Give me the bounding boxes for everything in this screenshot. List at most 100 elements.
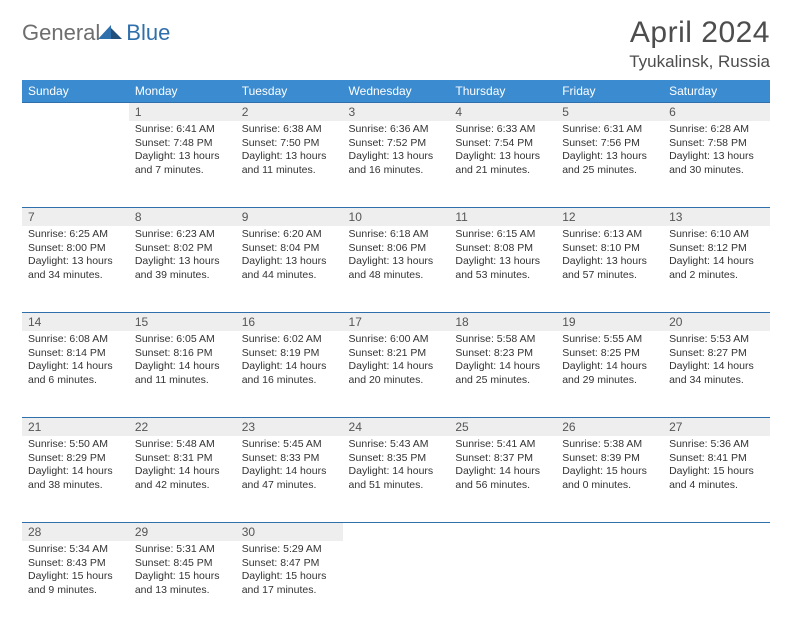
day-number: 6: [663, 102, 770, 121]
sunset-text: Sunset: 8:31 PM: [135, 452, 230, 466]
daybody-row: Sunrise: 5:50 AMSunset: 8:29 PMDaylight:…: [22, 436, 770, 522]
day-body: Sunrise: 6:05 AMSunset: 8:16 PMDaylight:…: [129, 331, 236, 392]
sunset-text: Sunset: 8:14 PM: [28, 347, 123, 361]
daylight-text: and 16 minutes.: [242, 374, 337, 388]
day-cell: Sunrise: 6:33 AMSunset: 7:54 PMDaylight:…: [449, 121, 556, 207]
daynum-cell: 29: [129, 522, 236, 541]
day-cell: Sunrise: 6:13 AMSunset: 8:10 PMDaylight:…: [556, 226, 663, 312]
day-number: 25: [449, 417, 556, 436]
daylight-text: and 57 minutes.: [562, 269, 657, 283]
sunset-text: Sunset: 8:39 PM: [562, 452, 657, 466]
day-cell: [663, 541, 770, 627]
daylight-text: and 48 minutes.: [349, 269, 444, 283]
day-body: Sunrise: 6:36 AMSunset: 7:52 PMDaylight:…: [343, 121, 450, 182]
day-number: 3: [343, 102, 450, 121]
day-body: Sunrise: 6:18 AMSunset: 8:06 PMDaylight:…: [343, 226, 450, 287]
day-body: Sunrise: 6:08 AMSunset: 8:14 PMDaylight:…: [22, 331, 129, 392]
day-body: Sunrise: 6:38 AMSunset: 7:50 PMDaylight:…: [236, 121, 343, 182]
sunrise-text: Sunrise: 5:36 AM: [669, 438, 764, 452]
day-number: 14: [22, 312, 129, 331]
day-number: 20: [663, 312, 770, 331]
daylight-text: Daylight: 13 hours: [135, 150, 230, 164]
daynum-cell: [343, 522, 450, 541]
logo-text-blue: Blue: [126, 20, 170, 46]
daynum-cell: 23: [236, 417, 343, 436]
sunset-text: Sunset: 8:37 PM: [455, 452, 550, 466]
sunrise-text: Sunrise: 6:23 AM: [135, 228, 230, 242]
day-number: [556, 522, 663, 541]
daynum-cell: 9: [236, 207, 343, 226]
day-number: 17: [343, 312, 450, 331]
day-body: Sunrise: 5:29 AMSunset: 8:47 PMDaylight:…: [236, 541, 343, 602]
day-number: [22, 102, 129, 121]
weekday-header: Sunday: [22, 80, 129, 102]
daynum-cell: 2: [236, 102, 343, 121]
daynum-cell: 18: [449, 312, 556, 331]
daylight-text: and 2 minutes.: [669, 269, 764, 283]
day-number: 12: [556, 207, 663, 226]
daylight-text: and 29 minutes.: [562, 374, 657, 388]
sunrise-text: Sunrise: 6:18 AM: [349, 228, 444, 242]
daynum-cell: 30: [236, 522, 343, 541]
daylight-text: Daylight: 15 hours: [562, 465, 657, 479]
daybody-row: Sunrise: 6:25 AMSunset: 8:00 PMDaylight:…: [22, 226, 770, 312]
daylight-text: Daylight: 15 hours: [242, 570, 337, 584]
day-number: 15: [129, 312, 236, 331]
daynum-cell: 21: [22, 417, 129, 436]
sunrise-text: Sunrise: 6:02 AM: [242, 333, 337, 347]
page-title: April 2024: [629, 16, 770, 50]
daynum-cell: 14: [22, 312, 129, 331]
sunset-text: Sunset: 7:58 PM: [669, 137, 764, 151]
sunset-text: Sunset: 8:43 PM: [28, 557, 123, 571]
daynum-cell: 19: [556, 312, 663, 331]
daynum-cell: 3: [343, 102, 450, 121]
daylight-text: Daylight: 14 hours: [28, 465, 123, 479]
day-cell: Sunrise: 5:45 AMSunset: 8:33 PMDaylight:…: [236, 436, 343, 522]
day-number: 5: [556, 102, 663, 121]
day-body: Sunrise: 6:31 AMSunset: 7:56 PMDaylight:…: [556, 121, 663, 182]
daylight-text: Daylight: 14 hours: [669, 255, 764, 269]
logo: General Blue: [22, 20, 170, 46]
sunset-text: Sunset: 8:33 PM: [242, 452, 337, 466]
day-number: 11: [449, 207, 556, 226]
day-cell: Sunrise: 5:43 AMSunset: 8:35 PMDaylight:…: [343, 436, 450, 522]
day-number: 16: [236, 312, 343, 331]
day-cell: [556, 541, 663, 627]
sunrise-text: Sunrise: 6:31 AM: [562, 123, 657, 137]
day-number: 10: [343, 207, 450, 226]
daylight-text: and 34 minutes.: [28, 269, 123, 283]
daylight-text: and 56 minutes.: [455, 479, 550, 493]
sunrise-text: Sunrise: 6:41 AM: [135, 123, 230, 137]
daylight-text: Daylight: 13 hours: [242, 255, 337, 269]
daynum-cell: 22: [129, 417, 236, 436]
daynum-cell: 27: [663, 417, 770, 436]
daylight-text: Daylight: 13 hours: [455, 150, 550, 164]
weekday-header: Thursday: [449, 80, 556, 102]
daylight-text: and 25 minutes.: [455, 374, 550, 388]
daylight-text: Daylight: 14 hours: [242, 465, 337, 479]
daylight-text: Daylight: 14 hours: [669, 360, 764, 374]
sunrise-text: Sunrise: 5:45 AM: [242, 438, 337, 452]
day-cell: Sunrise: 5:50 AMSunset: 8:29 PMDaylight:…: [22, 436, 129, 522]
sunrise-text: Sunrise: 5:53 AM: [669, 333, 764, 347]
sunrise-text: Sunrise: 5:31 AM: [135, 543, 230, 557]
daynum-cell: 20: [663, 312, 770, 331]
day-cell: Sunrise: 6:18 AMSunset: 8:06 PMDaylight:…: [343, 226, 450, 312]
day-body: Sunrise: 5:38 AMSunset: 8:39 PMDaylight:…: [556, 436, 663, 497]
sunrise-text: Sunrise: 5:58 AM: [455, 333, 550, 347]
sunset-text: Sunset: 8:29 PM: [28, 452, 123, 466]
sunrise-text: Sunrise: 6:08 AM: [28, 333, 123, 347]
daynum-cell: 11: [449, 207, 556, 226]
day-number: 30: [236, 522, 343, 541]
day-body: Sunrise: 5:41 AMSunset: 8:37 PMDaylight:…: [449, 436, 556, 497]
day-cell: [449, 541, 556, 627]
daynum-cell: [663, 522, 770, 541]
sunrise-text: Sunrise: 6:10 AM: [669, 228, 764, 242]
day-body: Sunrise: 5:55 AMSunset: 8:25 PMDaylight:…: [556, 331, 663, 392]
sunset-text: Sunset: 8:02 PM: [135, 242, 230, 256]
daylight-text: and 7 minutes.: [135, 164, 230, 178]
daylight-text: and 6 minutes.: [28, 374, 123, 388]
weekday-header: Tuesday: [236, 80, 343, 102]
daylight-text: and 47 minutes.: [242, 479, 337, 493]
sunset-text: Sunset: 7:50 PM: [242, 137, 337, 151]
